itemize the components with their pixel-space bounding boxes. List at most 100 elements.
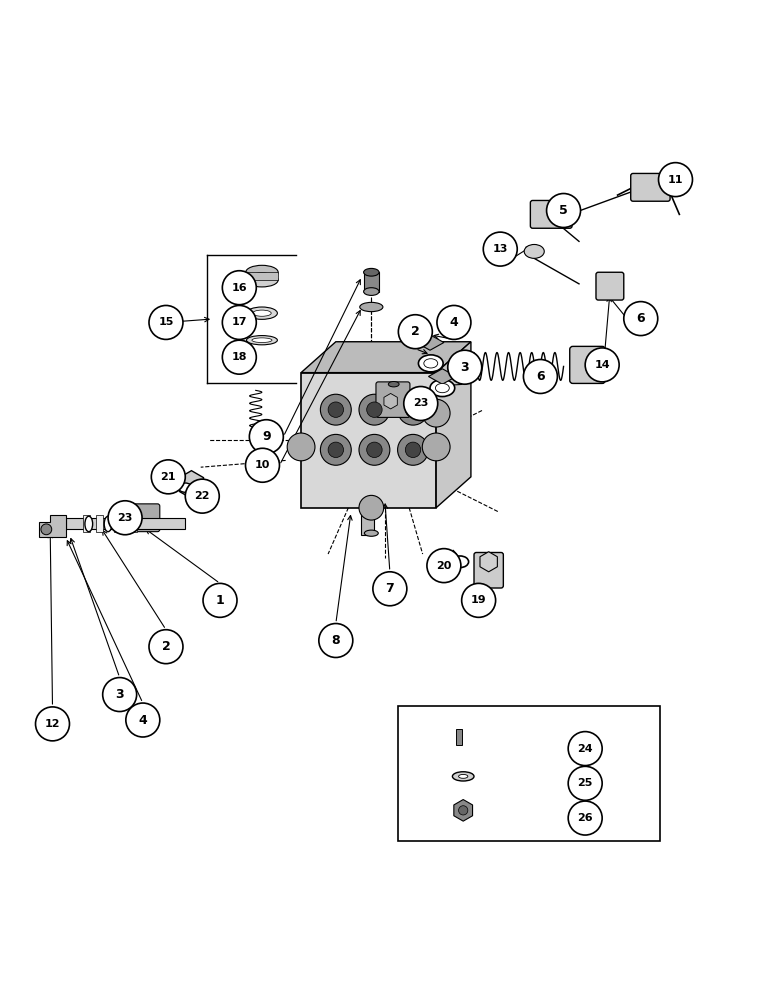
Bar — [364, 272, 379, 292]
Circle shape — [126, 703, 160, 737]
Circle shape — [149, 630, 183, 664]
FancyBboxPatch shape — [570, 346, 605, 383]
Ellipse shape — [85, 516, 93, 532]
Ellipse shape — [452, 556, 469, 568]
Circle shape — [320, 394, 351, 425]
Circle shape — [404, 387, 438, 420]
Text: 1: 1 — [215, 594, 225, 607]
Circle shape — [359, 434, 390, 465]
Text: 2: 2 — [161, 640, 171, 653]
Circle shape — [523, 359, 557, 393]
FancyBboxPatch shape — [596, 272, 624, 300]
Circle shape — [398, 434, 428, 465]
Text: 23: 23 — [117, 513, 133, 523]
Circle shape — [367, 442, 382, 458]
Text: 11: 11 — [668, 175, 683, 185]
Ellipse shape — [388, 381, 399, 387]
Polygon shape — [39, 515, 66, 537]
Text: 3: 3 — [460, 361, 469, 374]
Circle shape — [222, 340, 256, 374]
Circle shape — [36, 707, 69, 741]
Text: 7: 7 — [385, 582, 394, 595]
Bar — [245, 272, 278, 280]
Ellipse shape — [178, 483, 192, 492]
Text: 13: 13 — [493, 244, 508, 254]
Ellipse shape — [104, 516, 112, 532]
Text: 4: 4 — [138, 714, 147, 727]
Circle shape — [222, 305, 256, 339]
Circle shape — [568, 732, 602, 766]
Text: 19: 19 — [471, 595, 486, 605]
Text: 10: 10 — [255, 460, 270, 470]
Circle shape — [437, 305, 471, 339]
Circle shape — [624, 302, 658, 336]
Bar — [114, 515, 121, 532]
Circle shape — [151, 460, 185, 494]
Ellipse shape — [246, 307, 277, 319]
Circle shape — [359, 394, 390, 425]
Bar — [301, 373, 436, 508]
Circle shape — [398, 315, 432, 349]
Circle shape — [585, 348, 619, 382]
Circle shape — [222, 271, 256, 305]
Text: 14: 14 — [594, 360, 610, 370]
Text: 26: 26 — [577, 813, 593, 823]
Circle shape — [108, 501, 142, 535]
Circle shape — [568, 801, 602, 835]
Text: 16: 16 — [232, 283, 247, 293]
Text: 18: 18 — [232, 352, 247, 362]
Text: 15: 15 — [158, 317, 174, 327]
Circle shape — [185, 479, 219, 513]
Circle shape — [422, 399, 450, 427]
Circle shape — [373, 572, 407, 606]
Bar — [361, 505, 374, 535]
FancyBboxPatch shape — [130, 504, 160, 532]
Text: 23: 23 — [413, 398, 428, 408]
Circle shape — [547, 194, 581, 227]
Text: 2: 2 — [411, 325, 420, 338]
Text: 3: 3 — [115, 688, 124, 701]
Bar — [398, 706, 660, 841]
Circle shape — [359, 495, 384, 520]
Ellipse shape — [245, 265, 278, 279]
Circle shape — [149, 305, 183, 339]
Circle shape — [328, 442, 344, 458]
Ellipse shape — [452, 772, 474, 781]
Circle shape — [462, 583, 496, 617]
Circle shape — [659, 163, 692, 197]
Text: 4: 4 — [449, 316, 459, 329]
Text: 22: 22 — [195, 491, 210, 501]
Text: 17: 17 — [232, 317, 247, 327]
Circle shape — [203, 583, 237, 617]
Circle shape — [287, 433, 315, 461]
Circle shape — [103, 678, 137, 712]
Text: 24: 24 — [577, 744, 593, 754]
Ellipse shape — [524, 244, 544, 258]
Ellipse shape — [364, 288, 379, 295]
FancyBboxPatch shape — [631, 173, 670, 201]
Text: 12: 12 — [45, 719, 60, 729]
Circle shape — [398, 394, 428, 425]
Circle shape — [427, 549, 461, 583]
Polygon shape — [416, 335, 444, 350]
Ellipse shape — [418, 355, 443, 372]
FancyBboxPatch shape — [530, 200, 572, 228]
Ellipse shape — [364, 530, 378, 536]
Text: 20: 20 — [436, 561, 452, 571]
Ellipse shape — [360, 302, 383, 312]
Polygon shape — [301, 342, 471, 373]
Ellipse shape — [252, 338, 272, 343]
Ellipse shape — [430, 380, 455, 397]
Bar — [83, 515, 90, 532]
Text: 9: 9 — [262, 430, 271, 443]
Circle shape — [405, 402, 421, 417]
Text: 6: 6 — [536, 370, 545, 383]
Circle shape — [367, 402, 382, 417]
Bar — [456, 729, 462, 745]
Bar — [66, 518, 185, 529]
Ellipse shape — [364, 268, 379, 276]
Ellipse shape — [424, 359, 438, 368]
FancyBboxPatch shape — [474, 552, 503, 588]
Ellipse shape — [124, 516, 131, 532]
Circle shape — [320, 434, 351, 465]
